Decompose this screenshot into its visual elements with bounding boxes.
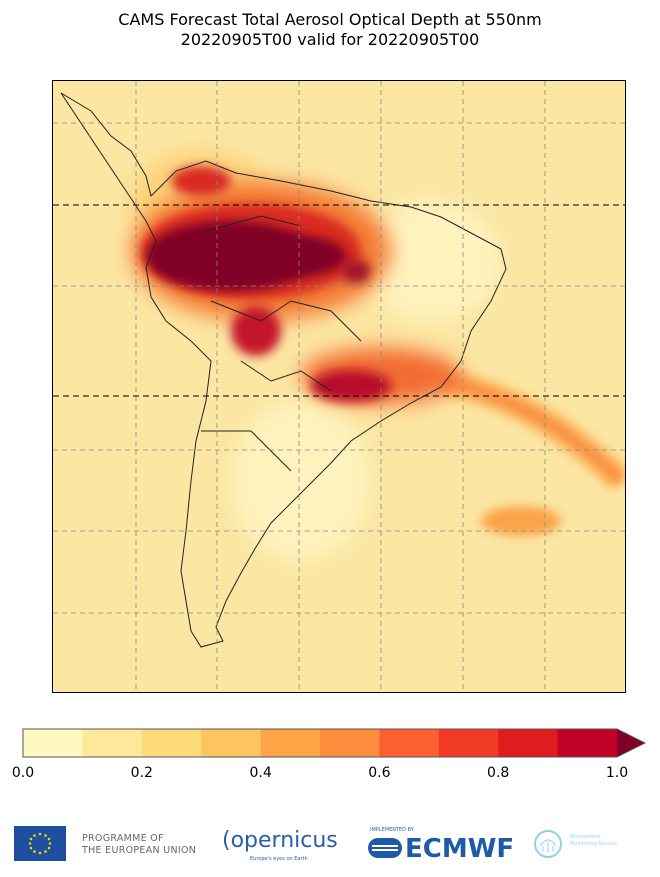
colorbar-bin bbox=[23, 729, 83, 757]
colorbar-bin bbox=[379, 729, 440, 757]
colorbar-tick-label: 1.0 bbox=[605, 765, 629, 781]
aerosol-map bbox=[52, 80, 626, 693]
coastlines bbox=[60, 92, 507, 648]
eu-text-1: PROGRAMME OF bbox=[82, 833, 164, 844]
logo-strip: PROGRAMME OF THE EUROPEAN UNION (opernicu… bbox=[0, 820, 660, 870]
implemented-by-label: IMPLEMENTED BY bbox=[370, 827, 414, 833]
eu-text-2: THE EUROPEAN UNION bbox=[82, 845, 197, 856]
copernicus-logo: (opernicus bbox=[222, 828, 338, 853]
copernicus-tagline: Europe's eyes on Earth bbox=[250, 856, 308, 862]
copernicus-text: opernicus bbox=[230, 828, 338, 853]
colorbar-bin bbox=[320, 729, 380, 757]
cams-text-2: Monitoring Service bbox=[570, 841, 617, 847]
colorbar-tick-label: 0.4 bbox=[249, 765, 272, 781]
colorbar-bin bbox=[201, 729, 262, 757]
colorbar-bin bbox=[260, 729, 321, 757]
colorbar-tick-label: 0.0 bbox=[11, 765, 35, 781]
ecmwf-logo: ECMWF bbox=[405, 834, 515, 864]
chart-subtitle: 20220905T00 valid for 20220905T00 bbox=[180, 30, 480, 49]
chart-title: CAMS Forecast Total Aerosol Optical Dept… bbox=[118, 10, 542, 29]
cams-text-1: Atmosphere bbox=[570, 834, 601, 840]
colorbar-bin bbox=[82, 729, 143, 757]
colorbar-bin bbox=[141, 729, 202, 757]
colorbar-tick-label: 0.8 bbox=[487, 765, 510, 781]
aerosol-field bbox=[53, 81, 625, 692]
colorbar bbox=[22, 728, 647, 758]
cams-globe-icon bbox=[534, 830, 562, 858]
colorbar-tick-label: 0.2 bbox=[130, 765, 153, 781]
colorbar-tick-label: 0.6 bbox=[368, 765, 391, 781]
colorbar-bin bbox=[438, 729, 499, 757]
colorbar-bin bbox=[557, 729, 618, 757]
colorbar-bin bbox=[498, 729, 559, 757]
colorbar-outline bbox=[22, 728, 647, 758]
equator-tropic-lines bbox=[53, 204, 625, 397]
colorbar-extend-arrow bbox=[617, 729, 645, 757]
ecmwf-icon bbox=[368, 838, 402, 858]
eu-flag-icon bbox=[14, 826, 66, 861]
graticule bbox=[53, 81, 625, 692]
